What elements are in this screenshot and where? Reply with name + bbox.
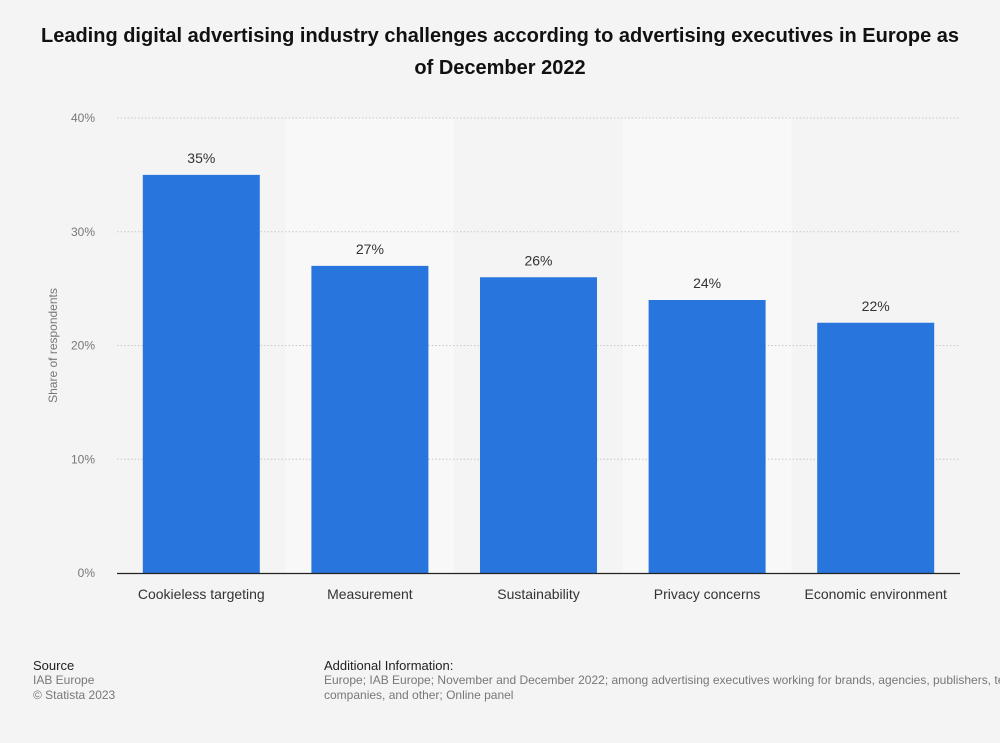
bar-value-label: 26% bbox=[524, 252, 552, 268]
bar-value-label: 27% bbox=[356, 241, 384, 257]
copyright-line: © Statista 2023 bbox=[33, 688, 116, 702]
source-block: Source IAB Europe © Statista 2023 bbox=[33, 658, 115, 703]
bar-value-label: 35% bbox=[187, 150, 215, 166]
bar bbox=[648, 300, 766, 573]
y-tick-label: 20% bbox=[71, 339, 95, 353]
y-tick-label: 30% bbox=[71, 225, 95, 239]
bar bbox=[480, 277, 597, 573]
y-axis-label: Share of respondents bbox=[46, 288, 60, 403]
x-tick-label: Economic environment bbox=[804, 586, 947, 602]
source-heading: Source bbox=[33, 658, 75, 673]
bar-value-label: 22% bbox=[862, 298, 890, 314]
bar bbox=[142, 174, 260, 573]
additional-info-text: Europe; IAB Europe; November and Decembe… bbox=[324, 673, 1000, 702]
bar bbox=[817, 322, 935, 573]
bar bbox=[311, 265, 429, 573]
x-tick-label: Measurement bbox=[327, 586, 413, 602]
y-tick-label: 10% bbox=[71, 452, 95, 466]
bar-value-label: 24% bbox=[693, 275, 721, 291]
y-tick-label: 0% bbox=[78, 566, 96, 580]
x-tick-label: Sustainability bbox=[497, 586, 580, 602]
additional-info-heading: Additional Information: bbox=[324, 658, 454, 673]
source-line: IAB Europe bbox=[33, 673, 95, 687]
x-tick-label: Privacy concerns bbox=[654, 586, 761, 602]
y-tick-label: 40% bbox=[71, 111, 95, 125]
x-tick-label: Cookieless targeting bbox=[138, 586, 265, 602]
chart-title: Leading digital advertising industry cha… bbox=[40, 25, 960, 79]
additional-info-block: Additional Information: Europe; IAB Euro… bbox=[324, 658, 1000, 703]
